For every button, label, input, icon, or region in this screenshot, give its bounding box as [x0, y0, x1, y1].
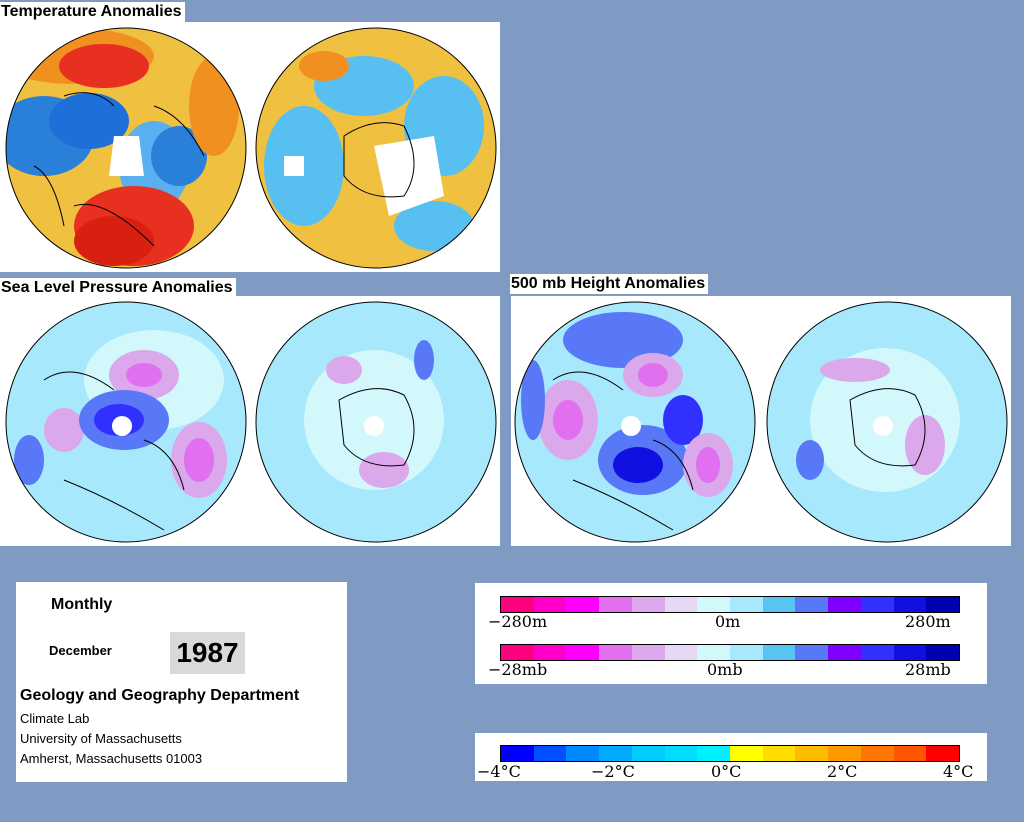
slp-title: Sea Level Pressure Anomalies [0, 278, 236, 298]
temp-label-3: 2°C [827, 762, 858, 781]
lab-name: Climate Lab [20, 711, 90, 726]
height-swatch-11 [860, 597, 894, 612]
height-swatch-7 [730, 597, 763, 612]
pressure-label-min: −28mb [488, 660, 548, 679]
temperature-swatch-12 [893, 746, 927, 761]
temperature-swatch-10 [828, 746, 861, 761]
temperature-swatch-0 [501, 746, 534, 761]
temperature-swatch-11 [860, 746, 894, 761]
slp-panel [0, 296, 500, 546]
height500-south-map [765, 300, 1009, 544]
pressure-swatch-6 [697, 645, 731, 660]
height-swatch-10 [828, 597, 861, 612]
height-swatch-4 [631, 597, 665, 612]
mode-label: Monthly [51, 596, 113, 613]
temperature-swatch-8 [762, 746, 796, 761]
height-swatch-5 [664, 597, 698, 612]
height-swatch-13 [926, 597, 960, 612]
pressure-label-mid: 0mb [707, 660, 743, 679]
pressure-swatch-5 [664, 645, 698, 660]
height-swatch-6 [697, 597, 731, 612]
pressure-label-max: 28mb [905, 660, 951, 679]
info-box: Monthly December 1987 Geology and Geogra… [16, 582, 347, 782]
pressure-swatch-11 [860, 645, 894, 660]
height-label-max: 280m [905, 612, 951, 631]
university-name: University of Massachusetts [20, 731, 182, 746]
month-label: December [49, 643, 112, 658]
temperature-swatch-7 [730, 746, 763, 761]
pressure-swatch-1 [533, 645, 567, 660]
temp-label-0: −4°C [477, 762, 521, 781]
pressure-swatch-8 [762, 645, 796, 660]
height-swatch-12 [893, 597, 927, 612]
height-swatch-8 [762, 597, 796, 612]
temp-label-4: 4°C [943, 762, 974, 781]
temperature-title: Temperature Anomalies [0, 2, 185, 22]
pressure-swatch-13 [926, 645, 960, 660]
height-label-mid: 0m [715, 612, 741, 631]
height500-north-map [513, 300, 757, 544]
height-swatch-1 [533, 597, 567, 612]
height-color-scale [500, 596, 960, 613]
temperature-swatch-9 [795, 746, 829, 761]
slp-south-map [254, 300, 498, 544]
temperature-swatch-3 [599, 746, 632, 761]
pressure-swatch-10 [828, 645, 861, 660]
temperature-panel [0, 22, 500, 272]
temp-label-2: 0°C [711, 762, 742, 781]
height-swatch-2 [566, 597, 600, 612]
pressure-swatch-2 [566, 645, 600, 660]
pressure-swatch-7 [730, 645, 763, 660]
pressure-swatch-9 [795, 645, 829, 660]
pressure-swatch-0 [501, 645, 534, 660]
temp-label-1: −2°C [591, 762, 635, 781]
height-label-min: −280m [488, 612, 548, 631]
slp-north-map [4, 300, 248, 544]
temperature-swatch-2 [566, 746, 600, 761]
height-swatch-0 [501, 597, 534, 612]
temperature-legend: −4°C −2°C 0°C 2°C 4°C [475, 733, 987, 781]
height-swatch-3 [599, 597, 632, 612]
temperature-swatch-13 [926, 746, 960, 761]
temperature-swatch-5 [664, 746, 698, 761]
temperature-south-map [254, 26, 498, 270]
temperature-color-scale [500, 745, 960, 762]
height500-title: 500 mb Height Anomalies [510, 274, 709, 294]
height-swatch-9 [795, 597, 829, 612]
pressure-swatch-3 [599, 645, 632, 660]
temperature-swatch-4 [631, 746, 665, 761]
temperature-swatch-6 [697, 746, 731, 761]
height-pressure-legend: −280m 0m 280m −28mb 0mb 28mb [475, 583, 987, 684]
height500-panel [511, 296, 1011, 546]
year-label: 1987 [170, 632, 245, 674]
pressure-swatch-4 [631, 645, 665, 660]
temperature-swatch-1 [533, 746, 567, 761]
address: Amherst, Massachusetts 01003 [20, 751, 203, 766]
department-name: Geology and Geography Department [20, 687, 300, 704]
temperature-north-map [4, 26, 248, 270]
pressure-color-scale [500, 644, 960, 661]
pressure-swatch-12 [893, 645, 927, 660]
